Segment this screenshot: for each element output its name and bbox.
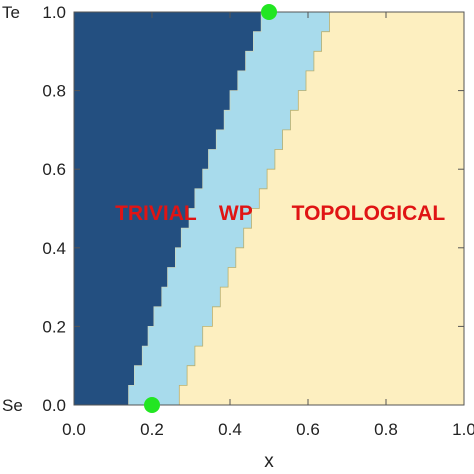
- x-tick-label: 0.8: [374, 420, 398, 439]
- y-tick-label: 0.2: [42, 317, 66, 336]
- trivial-region: [74, 12, 269, 405]
- region-label-wp: WP: [219, 202, 253, 225]
- x-axis-label: x: [264, 451, 274, 472]
- y-tick-label: 0.4: [42, 239, 66, 258]
- plot-area: [74, 11, 464, 405]
- boundary-wp-topological: [178, 11, 338, 405]
- region-label-topological: TOPOLOGICAL: [292, 202, 446, 225]
- y-axis-end-label-bottom: Se: [2, 396, 23, 415]
- x-tick-label: 0.6: [296, 420, 320, 439]
- x-tick-label: 1.0: [452, 420, 474, 439]
- x-tick-label: 0.2: [140, 420, 164, 439]
- x-tick-label: 0.0: [62, 420, 86, 439]
- axes: 0.0 0.2 0.4 0.6 0.8 1.0 0.0 0.2 0.4 0.6 0.8 1.0: [42, 3, 474, 439]
- marker-point: [144, 397, 160, 413]
- x-tick-label: 0.4: [218, 420, 242, 439]
- region-labels: TRIVIAL WP TOPOLOGICAL: [115, 202, 445, 225]
- marker-point: [261, 4, 277, 20]
- y-tick-label: 0.6: [42, 160, 66, 179]
- markers: [144, 4, 277, 413]
- region-label-trivial: TRIVIAL: [115, 202, 197, 225]
- boundary-trivial-wp: [128, 11, 269, 405]
- y-tick-label: 1.0: [42, 3, 66, 22]
- y-axis-end-label-top: Te: [2, 3, 20, 22]
- y-tick-label: 0.8: [42, 82, 66, 101]
- y-tick-label: 0.0: [42, 396, 66, 415]
